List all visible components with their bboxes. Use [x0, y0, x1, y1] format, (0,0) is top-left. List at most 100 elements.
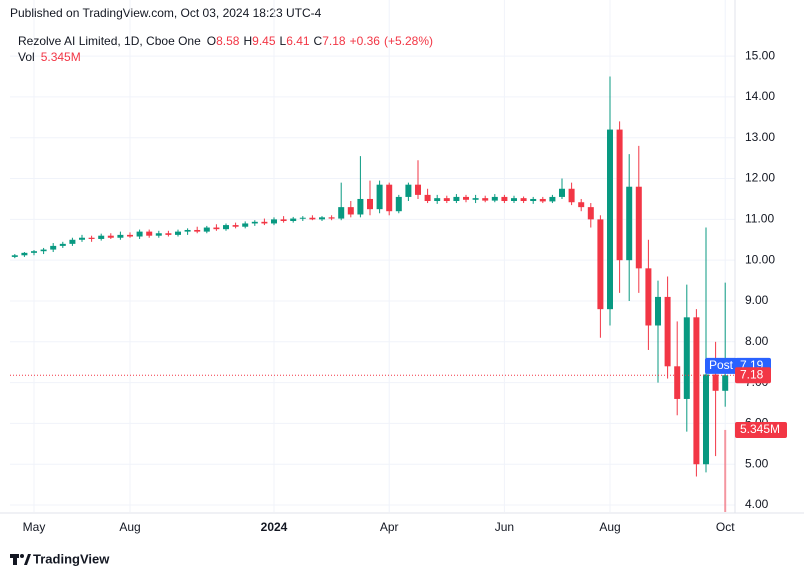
ohlc-value: 7.18	[322, 34, 346, 48]
candle-body	[405, 184, 412, 197]
candle-body	[712, 374, 719, 391]
post-badge	[705, 357, 737, 374]
candle-body	[69, 239, 76, 244]
candle-body	[357, 198, 364, 215]
candle-body	[367, 198, 373, 210]
post-badge-label: Post	[709, 358, 734, 372]
y-tick-label: 4.00	[745, 497, 769, 511]
candle-body	[674, 366, 681, 399]
y-tick-label: 13.00	[745, 130, 775, 144]
candle-body	[203, 227, 210, 232]
candle-body	[587, 207, 594, 220]
candle-body	[539, 198, 546, 202]
volume-bar	[724, 429, 727, 512]
x-tick-label: Jun	[495, 520, 514, 534]
published-note: Published on TradingView.com, Oct 03, 20…	[10, 6, 322, 20]
candle-body	[549, 196, 556, 202]
ohlc-value: 9.45	[252, 34, 276, 48]
x-tick-label: Aug	[599, 520, 620, 534]
candle-body	[347, 207, 354, 215]
candle-body	[155, 233, 162, 236]
candle-body	[107, 235, 114, 238]
candle-body	[722, 375, 729, 391]
candle-body	[434, 198, 441, 202]
candle-body	[280, 219, 287, 222]
candle-body	[261, 221, 268, 224]
candle-body	[59, 243, 66, 246]
x-tick-label: 2024	[261, 520, 288, 534]
candle-body	[146, 231, 153, 236]
change-pct: (+5.28%)	[384, 34, 433, 48]
candle-body	[703, 374, 709, 465]
volume-badge	[735, 421, 787, 438]
candle-body	[79, 237, 85, 240]
y-tick-label: 12.00	[745, 171, 775, 185]
last-price-badge	[735, 367, 771, 384]
candle-body	[568, 188, 575, 203]
candle-body	[232, 225, 239, 227]
candle-body	[40, 249, 47, 252]
volume-legend: Vol 5.345M	[18, 50, 81, 64]
candle-body	[386, 184, 393, 212]
candle-body	[11, 255, 18, 257]
candle-body	[194, 229, 201, 232]
candle-body	[453, 196, 460, 202]
candle-body	[559, 188, 565, 197]
ohlc-letter: H	[243, 34, 252, 48]
candle-body	[175, 231, 181, 235]
candle-body	[501, 196, 508, 202]
candle-body	[626, 186, 633, 261]
candle-body	[136, 231, 143, 237]
candle-body	[463, 196, 469, 200]
candle-body	[127, 234, 133, 237]
candle-body	[683, 317, 690, 399]
candle-body	[424, 194, 431, 202]
candle-body	[655, 296, 661, 326]
candle-body	[117, 234, 124, 238]
candle-body	[319, 217, 325, 220]
ohlc-value: 8.58	[216, 34, 240, 48]
candle-body	[213, 227, 220, 230]
candle-body	[443, 198, 450, 202]
x-tick-label: Apr	[380, 520, 399, 534]
candle-body	[491, 196, 498, 201]
change: +0.36	[350, 34, 381, 48]
candle-body	[520, 198, 527, 202]
y-tick-label: 10.00	[745, 252, 775, 266]
y-tick-label: 8.00	[745, 334, 769, 348]
candle-body	[607, 129, 613, 310]
candle-body	[693, 317, 700, 465]
candle-body	[50, 245, 57, 250]
candle-body	[299, 217, 306, 219]
x-tick-label: Oct	[716, 520, 735, 534]
ohlc-letter: L	[280, 34, 287, 48]
x-tick-label: Aug	[119, 520, 140, 534]
volume-name: Vol	[18, 50, 35, 64]
brand-logo	[10, 554, 31, 565]
candle-body	[376, 184, 383, 210]
x-tick-label: May	[23, 520, 46, 534]
candle-body	[184, 229, 191, 232]
candle-body	[98, 235, 105, 239]
candle-body	[242, 223, 249, 227]
y-tick-label: 9.00	[745, 293, 769, 307]
last-price-label: 7.18	[740, 367, 764, 381]
candle-body	[635, 186, 642, 269]
candle-body	[395, 196, 402, 212]
candle-body	[223, 225, 229, 230]
candle-body	[415, 184, 421, 195]
candle-body	[328, 217, 335, 219]
candle-body	[338, 207, 345, 219]
candle-body	[271, 219, 277, 224]
symbol-title: Rezolve AI Limited, 1D, Cboe One	[18, 34, 201, 48]
candle-body	[664, 296, 671, 367]
candle-body	[578, 202, 585, 208]
y-tick-label: 5.00	[745, 456, 769, 470]
volume-value: 5.345M	[41, 50, 81, 64]
volume-badge-label: 5.345M	[740, 422, 780, 436]
candle-body	[290, 218, 297, 222]
candle-body	[645, 268, 652, 326]
candle-body	[31, 251, 37, 253]
candle-body	[309, 217, 316, 220]
